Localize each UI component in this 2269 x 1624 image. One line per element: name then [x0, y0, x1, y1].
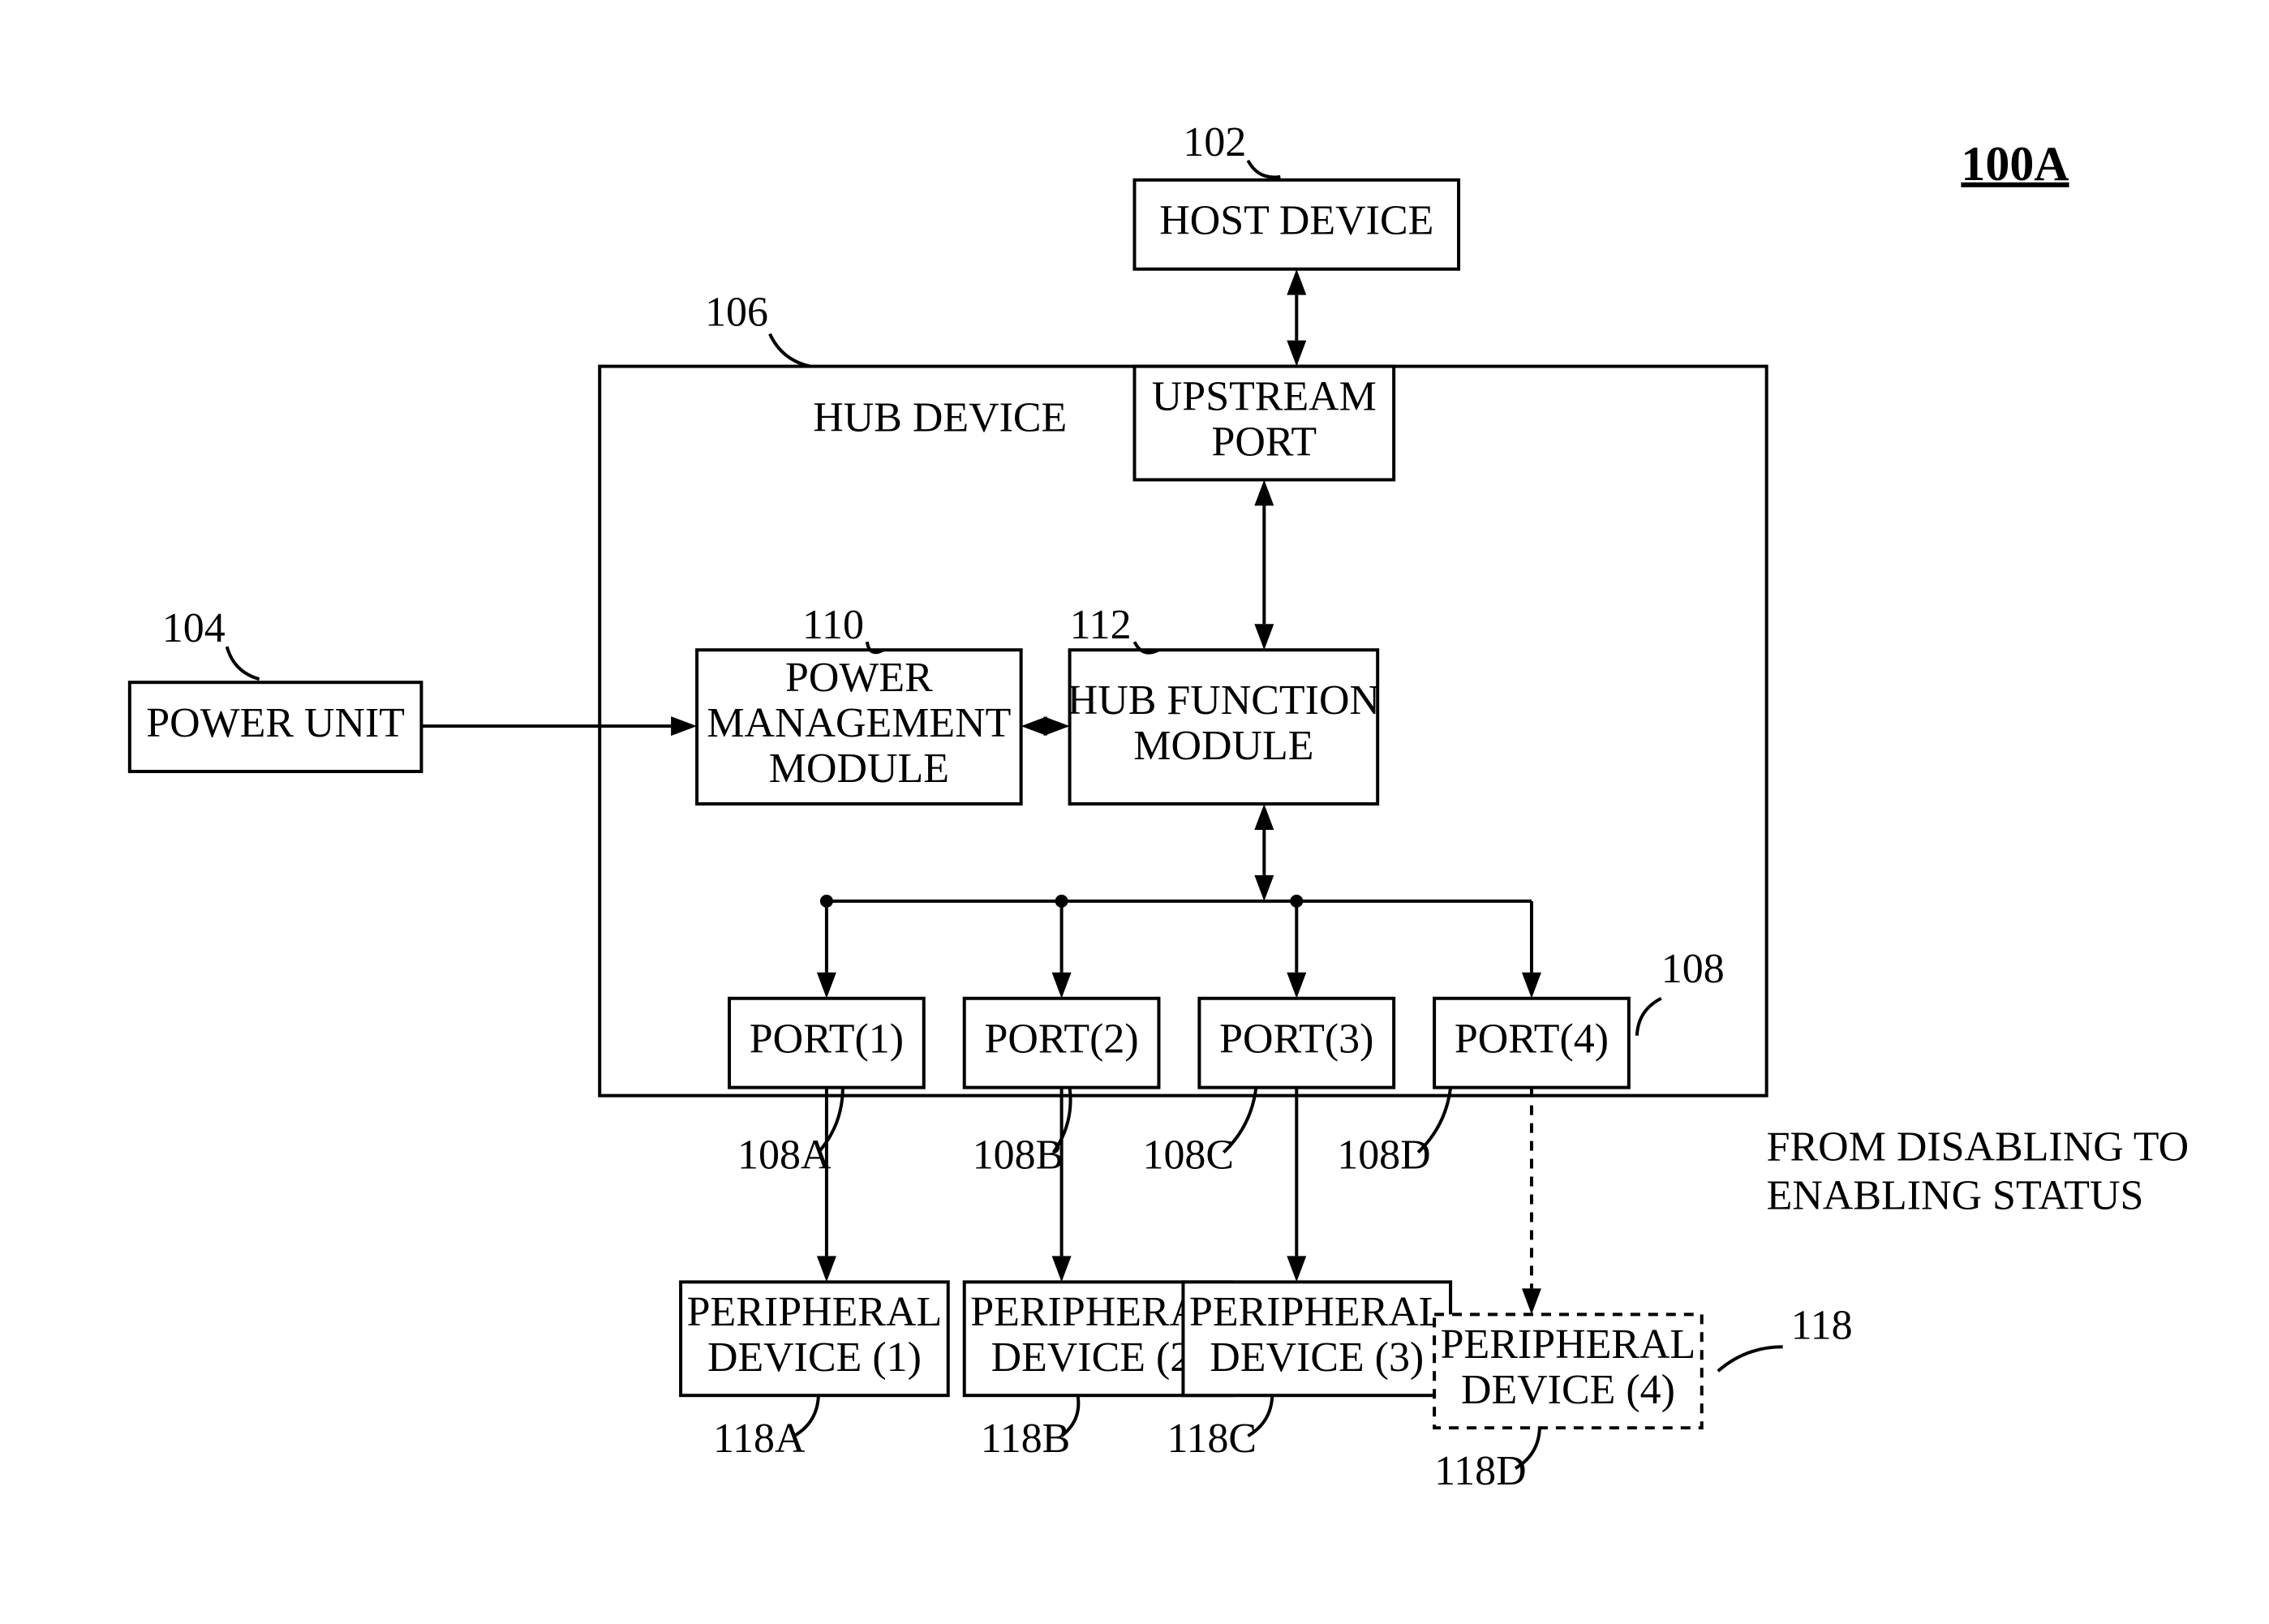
pmm-label: MODULE: [769, 745, 949, 792]
host-label: HOST DEVICE: [1159, 198, 1433, 244]
ref-108C: 108C: [1142, 1132, 1234, 1179]
per1-label: DEVICE (1): [707, 1334, 922, 1381]
per1-label: PERIPHERAL: [687, 1289, 943, 1335]
ref-108A: 108A: [737, 1132, 832, 1179]
status-note-line-2: ENABLING STATUS: [1767, 1172, 2144, 1218]
ref-108B: 108B: [973, 1132, 1064, 1179]
ref-104: 104: [162, 605, 226, 651]
port1-label: PORT(1): [750, 1016, 904, 1063]
port2-label: PORT(2): [984, 1016, 1138, 1063]
per4-label: PERIPHERAL: [1441, 1321, 1696, 1368]
port3-label: PORT(3): [1219, 1016, 1373, 1063]
leader-106: [770, 334, 810, 367]
hfm-label: MODULE: [1133, 723, 1313, 769]
figure-ref: 100A: [1961, 137, 2069, 191]
bus-junction: [820, 895, 833, 908]
upstream-label: PORT: [1212, 419, 1317, 465]
ref-118D: 118D: [1434, 1448, 1527, 1494]
ref-108D: 108D: [1337, 1132, 1430, 1179]
port4-label: PORT(4): [1455, 1016, 1609, 1063]
ref-112: 112: [1070, 602, 1132, 648]
per3-label: DEVICE (3): [1210, 1334, 1424, 1381]
pmm-label: POWER: [785, 655, 933, 701]
status-note-line-1: FROM DISABLING TO: [1767, 1124, 2189, 1171]
ref-110: 110: [802, 602, 864, 648]
ref-118B: 118B: [981, 1416, 1071, 1462]
per2-label: DEVICE (2): [991, 1334, 1205, 1381]
hfm-label: HUB FUNCTION: [1068, 677, 1380, 724]
bus-junction: [1290, 895, 1303, 908]
leader-102: [1248, 161, 1280, 178]
ref-118: 118: [1791, 1302, 1853, 1348]
ref-118C: 118C: [1167, 1416, 1257, 1462]
upstream-label: UPSTREAM: [1152, 373, 1377, 419]
ref-108: 108: [1661, 946, 1725, 992]
leader-104: [227, 647, 260, 679]
ref-102: 102: [1183, 119, 1246, 165]
per3-label: PERIPHERAL: [1189, 1289, 1445, 1335]
power_unit-label: POWER UNIT: [146, 700, 405, 746]
hub-device-label: HUB DEVICE: [813, 395, 1067, 441]
bus-junction: [1055, 895, 1068, 908]
leader-118: [1718, 1347, 1783, 1371]
ref-118A: 118A: [713, 1416, 806, 1462]
per4-label: DEVICE (4): [1461, 1367, 1675, 1413]
pmm-label: MANAGEMENT: [707, 700, 1011, 746]
ref-106: 106: [705, 290, 768, 336]
